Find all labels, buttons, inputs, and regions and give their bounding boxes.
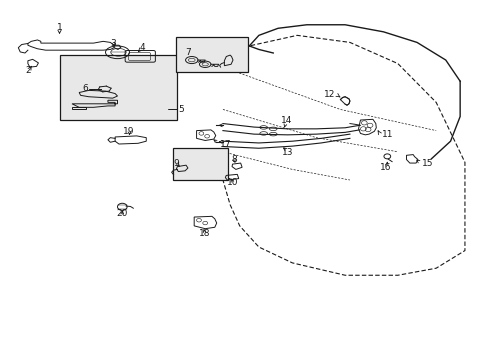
- Text: 7: 7: [185, 49, 191, 58]
- Text: 19: 19: [122, 127, 134, 136]
- Text: 16: 16: [379, 163, 391, 172]
- Text: 3: 3: [110, 39, 115, 48]
- Text: 5: 5: [178, 105, 183, 114]
- Bar: [172, 148, 227, 180]
- Text: 1: 1: [57, 23, 62, 32]
- Text: 11: 11: [381, 130, 393, 139]
- Text: 20: 20: [116, 209, 128, 218]
- Text: 12: 12: [324, 90, 335, 99]
- Text: 13: 13: [281, 148, 293, 157]
- Text: 4: 4: [140, 43, 145, 52]
- Bar: [60, 55, 177, 120]
- Text: 15: 15: [421, 158, 432, 167]
- Text: 2: 2: [25, 66, 31, 75]
- Text: 10: 10: [226, 178, 238, 187]
- Text: 14: 14: [280, 116, 291, 125]
- Text: 8: 8: [231, 155, 236, 164]
- Text: 6: 6: [82, 85, 88, 94]
- Text: 18: 18: [198, 229, 209, 238]
- Text: 17: 17: [219, 140, 231, 149]
- Bar: [176, 37, 248, 72]
- Text: 9: 9: [173, 158, 179, 167]
